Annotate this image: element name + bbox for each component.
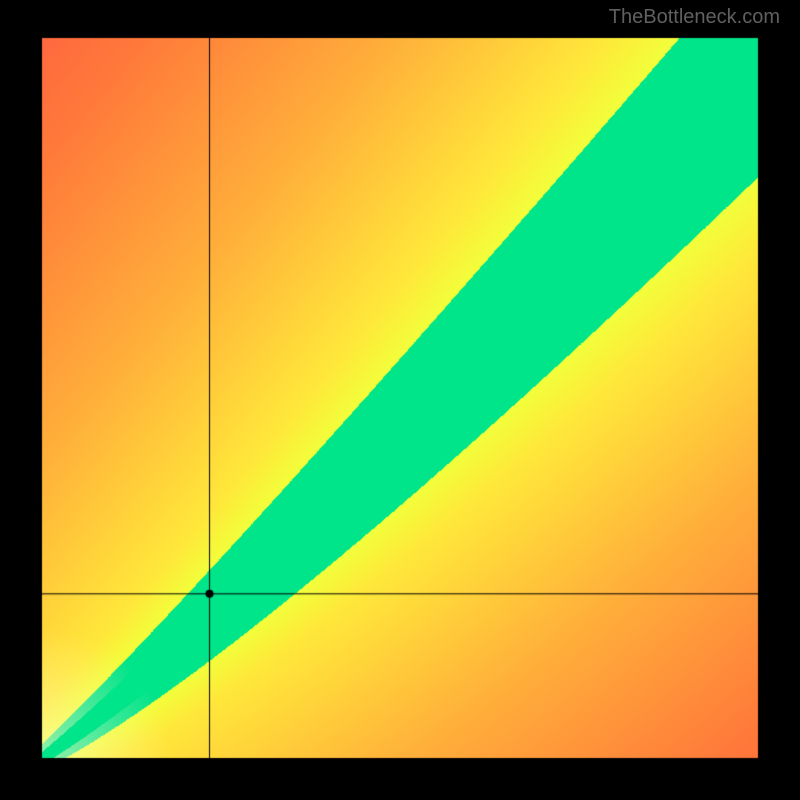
bottleneck-heatmap	[0, 0, 800, 800]
chart-container: TheBottleneck.com	[0, 0, 800, 800]
watermark-text: TheBottleneck.com	[609, 6, 780, 29]
